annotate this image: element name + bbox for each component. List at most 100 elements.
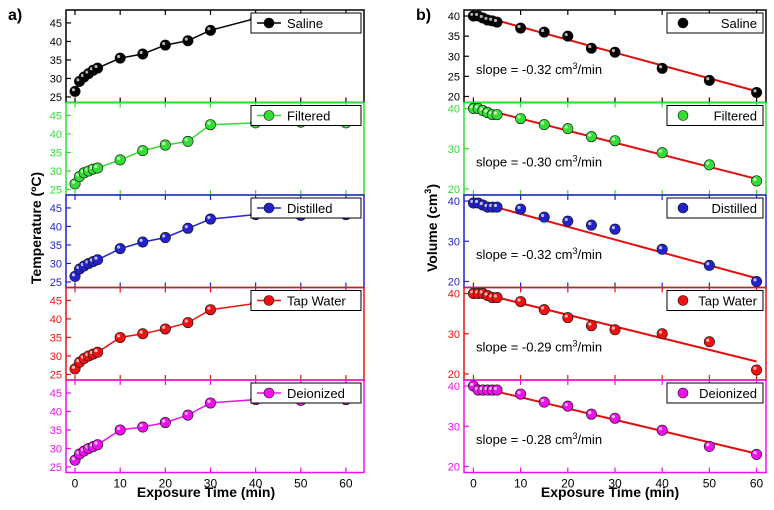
volume-tap-water-point-highlight: [489, 294, 493, 298]
temperature-filtered-ytick-label: 25: [50, 184, 62, 196]
volume-deionized-slope-sup: 3: [572, 431, 577, 441]
temperature-deionized-ytick-label: 40: [50, 406, 62, 418]
volume-deionized-point: [751, 448, 763, 460]
temperature-deionized-legend-box: [250, 382, 362, 404]
left-x-axis-label: Exposure Time (min): [137, 484, 275, 500]
right-x-axis-label: Exposure Time (min): [541, 484, 679, 500]
volume-filtered-point-highlight: [474, 105, 479, 109]
temperature-distilled-point: [137, 236, 149, 248]
volume-tap-water-point: [703, 336, 715, 348]
temperature-panels: 25 30 35 40 45 Saline 25 30 35 40 45 Filtered 25 30 35…: [50, 9, 365, 491]
volume-filtered-point: [585, 131, 597, 143]
volume-deionized-point-highlight: [470, 382, 474, 387]
volume-distilled-ytick-label: 40: [448, 196, 460, 208]
temperature-saline-point: [114, 52, 126, 64]
volume-distilled-point: [491, 201, 503, 213]
temperature-tap-water-legend-text: Tap Water: [287, 294, 346, 309]
volume-filtered-point: [703, 159, 715, 171]
temperature-tap-water-point-highlight: [207, 306, 211, 310]
temperature-distilled-ytick-label: 40: [50, 221, 62, 233]
temperature-tap-water-panel: 25 30 35 40 45 Tap Water: [50, 286, 365, 381]
volume-deionized-slope-unit: /min: [577, 432, 602, 447]
volume-tap-water-legend-marker: [677, 295, 689, 306]
temperature-distilled-panel: 25 30 35 40 45 Distilled: [50, 194, 365, 289]
temperature-saline-point: [204, 24, 216, 36]
temperature-tap-water-point-highlight: [71, 365, 76, 369]
volume-filtered-slope-annotation: slope = -0.30 cm3/min: [476, 154, 602, 170]
volume-saline-point-highlight: [588, 45, 592, 49]
volume-deionized-point: [562, 400, 574, 412]
temperature-filtered-point: [137, 145, 149, 157]
volume-tap-water-point: [656, 328, 668, 340]
volume-filtered-legend-marker: [677, 110, 689, 121]
temperature-saline-ytick-label: 45: [50, 18, 62, 30]
temperature-distilled-point: [114, 243, 126, 255]
temperature-filtered-point-highlight: [94, 164, 98, 168]
right-y-axis-label-end: ): [424, 184, 440, 189]
temperature-filtered-point-highlight: [162, 141, 166, 146]
volume-saline-point: [515, 22, 527, 34]
temperature-tap-water-legend-box: [250, 290, 362, 311]
volume-deionized-point-highlight: [658, 427, 663, 431]
volume-distilled-panel: 20 30 40 Distilled slope = -0.32 cm3/min: [448, 194, 767, 288]
volume-saline-point-highlight: [541, 28, 545, 33]
volume-filtered-point: [515, 113, 527, 125]
volume-filtered-point: [538, 119, 550, 131]
volume-distilled-slope-unit: /min: [577, 247, 602, 262]
volume-deionized-point-highlight: [541, 398, 545, 403]
volume-tap-water-point: [515, 296, 527, 308]
volume-saline-slope-unit: /min: [577, 62, 602, 77]
volume-saline-point: [562, 30, 574, 42]
volume-tap-water-slope-sup: 3: [572, 339, 577, 349]
volume-tap-water-point: [751, 364, 763, 376]
volume-saline-point: [751, 86, 763, 98]
volume-deionized-point-highlight: [588, 410, 592, 415]
volume-deionized-xtick-label: 0: [470, 477, 477, 491]
volume-tap-water-legend-text: Tap Water: [698, 294, 757, 309]
volume-deionized-xtick-label: 60: [750, 477, 764, 491]
temperature-filtered-ytick-label: 30: [50, 166, 62, 178]
right-y-axis-label-main: Volume (cm: [424, 194, 440, 272]
volume-deionized-legend-box: [666, 382, 764, 404]
temperature-deionized-ytick-label: 45: [50, 388, 62, 400]
temperature-deionized-point-highlight: [184, 411, 188, 416]
volume-tap-water-slope-unit: /min: [577, 340, 602, 355]
volume-distilled-legend-box: [666, 197, 764, 219]
volume-deionized-point-highlight: [484, 386, 488, 391]
volume-saline-point: [609, 46, 621, 58]
temperature-saline-point: [137, 48, 149, 60]
temperature-deionized-point-highlight: [207, 399, 211, 403]
volume-tap-water-point-highlight: [484, 292, 488, 296]
volume-deionized-point: [585, 408, 597, 420]
volume-saline-point-highlight: [658, 65, 663, 69]
volume-tap-water-legend-box: [666, 290, 764, 311]
volume-deionized-point: [538, 396, 550, 408]
volume-distilled-point: [562, 215, 574, 227]
temperature-deionized-legend-marker: [263, 387, 275, 399]
volume-filtered-ytick-label: 20: [448, 184, 460, 196]
temperature-filtered-point-highlight: [139, 147, 143, 151]
volume-distilled-point-highlight: [658, 246, 663, 250]
temperature-deionized-xtick-label: 30: [204, 477, 218, 491]
temperature-deionized-xtick-label: 0: [72, 477, 79, 491]
volume-distilled-point-highlight: [479, 201, 483, 206]
volume-filtered-point-highlight: [564, 125, 568, 129]
volume-deionized-xtick-label: 10: [514, 477, 528, 491]
volume-filtered-point: [609, 135, 621, 147]
temperature-tap-water-point-highlight: [184, 319, 188, 323]
volume-distilled-slope-sup: 3: [572, 246, 577, 256]
temperature-tap-water-point-highlight: [139, 330, 143, 334]
volume-tap-water-ytick-label: 40: [448, 289, 460, 301]
temperature-distilled-point-highlight: [94, 256, 98, 260]
volume-filtered-point-highlight: [706, 161, 710, 165]
temperature-deionized-point: [114, 424, 126, 436]
temperature-filtered-series-line: [74, 121, 346, 185]
volume-saline-point-highlight: [479, 14, 483, 19]
temperature-filtered-point-highlight: [207, 121, 211, 125]
temperature-distilled-point-highlight: [184, 225, 188, 229]
temperature-distilled-point-highlight: [139, 238, 143, 242]
volume-distilled-point: [585, 219, 597, 231]
volume-tap-water-point: [538, 304, 550, 316]
temperature-saline-point-highlight: [76, 78, 80, 82]
